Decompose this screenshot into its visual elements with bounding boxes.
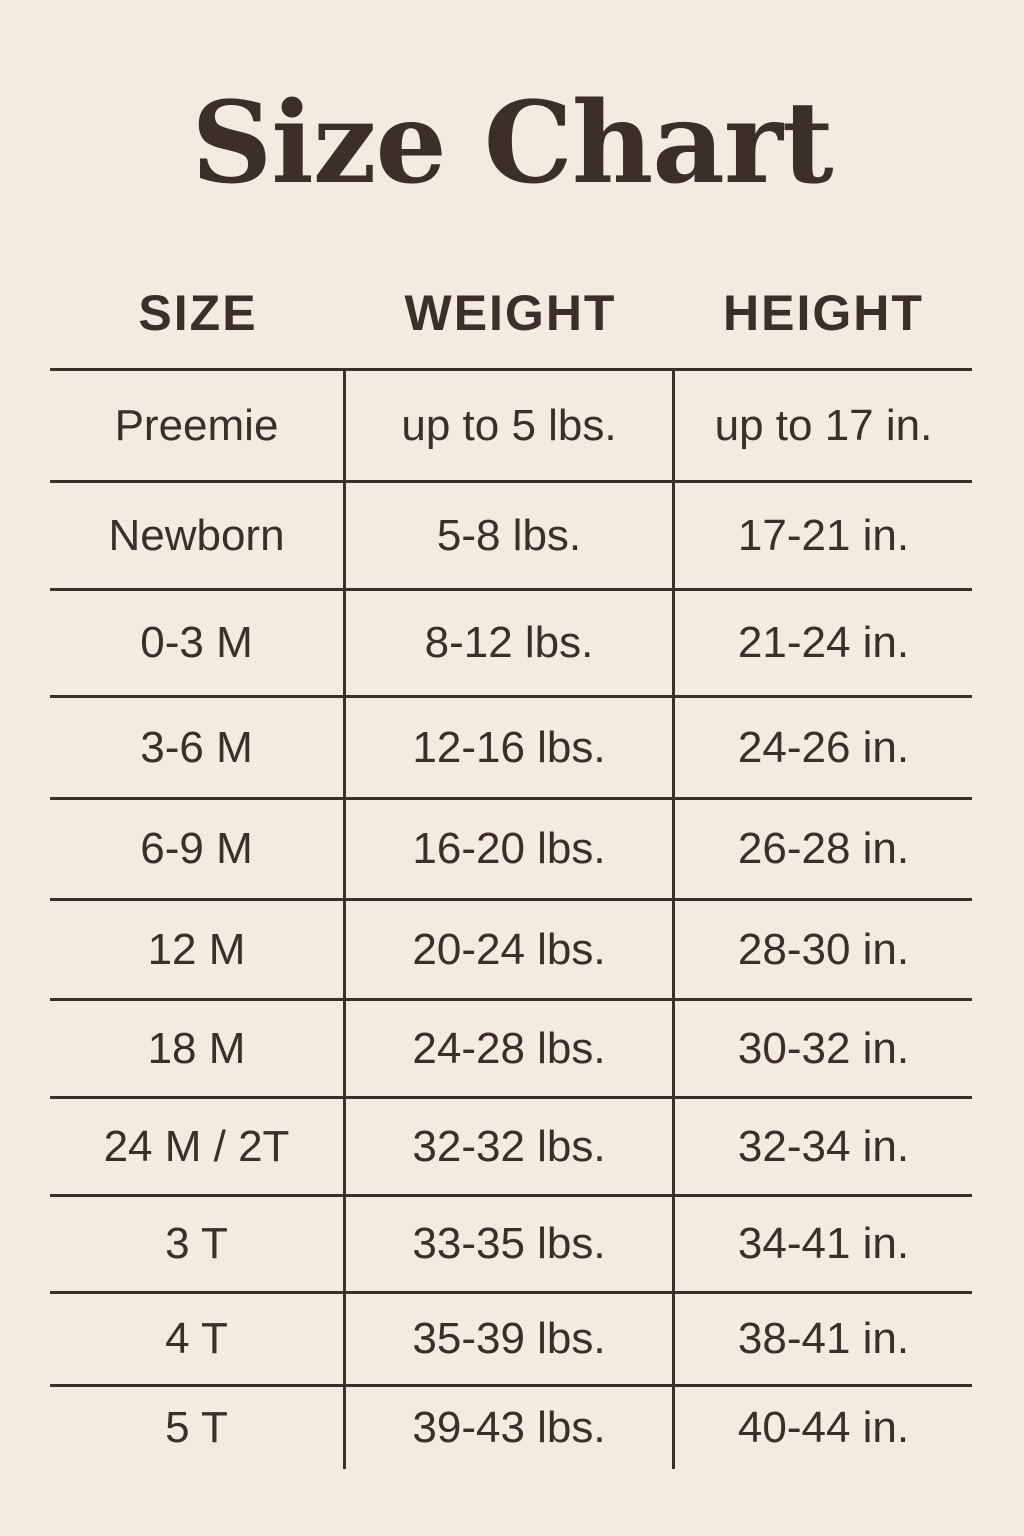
size-cell: 0-3 M xyxy=(50,588,346,695)
height-cell: 21-24 in. xyxy=(675,588,972,695)
height-cell: 26-28 in. xyxy=(675,797,972,898)
header-size: SIZE xyxy=(50,282,346,344)
height-cell: up to 17 in. xyxy=(675,368,972,480)
height-cell: 40-44 in. xyxy=(675,1384,972,1469)
height-cell: 28-30 in. xyxy=(675,898,972,998)
size-table: Preemieup to 5 lbs.up to 17 in. Newborn5-… xyxy=(50,368,972,1470)
weight-cell: 8-12 lbs. xyxy=(346,588,675,695)
size-cell: 3-6 M xyxy=(50,695,346,797)
size-cell: 12 M xyxy=(50,898,346,998)
weight-cell: up to 5 lbs. xyxy=(346,368,675,480)
weight-cell: 32-32 lbs. xyxy=(346,1096,675,1194)
weight-cell: 5-8 lbs. xyxy=(346,480,675,588)
weight-cell: 20-24 lbs. xyxy=(346,898,675,998)
size-cell: 5 T xyxy=(50,1384,346,1469)
height-cell: 32-34 in. xyxy=(675,1096,972,1194)
weight-cell: 12-16 lbs. xyxy=(346,695,675,797)
height-cell: 34-41 in. xyxy=(675,1194,972,1291)
size-cell: 24 M / 2T xyxy=(50,1096,346,1194)
size-cell: Preemie xyxy=(50,368,346,480)
weight-cell: 24-28 lbs. xyxy=(346,998,675,1096)
height-cell: 17-21 in. xyxy=(675,480,972,588)
size-cell: 18 M xyxy=(50,998,346,1096)
page-title: Size Chart xyxy=(0,78,1024,209)
size-cell: 6-9 M xyxy=(50,797,346,898)
weight-cell: 35-39 lbs. xyxy=(346,1291,675,1384)
weight-cell: 39-43 lbs. xyxy=(346,1384,675,1469)
height-cell: 30-32 in. xyxy=(675,998,972,1096)
weight-cell: 16-20 lbs. xyxy=(346,797,675,898)
size-cell: 4 T xyxy=(50,1291,346,1384)
table-header: SIZE WEIGHT HEIGHT xyxy=(50,282,972,344)
height-cell: 38-41 in. xyxy=(675,1291,972,1384)
height-cell: 24-26 in. xyxy=(675,695,972,797)
size-cell: Newborn xyxy=(50,480,346,588)
size-cell: 3 T xyxy=(50,1194,346,1291)
header-weight: WEIGHT xyxy=(346,282,675,344)
weight-cell: 33-35 lbs. xyxy=(346,1194,675,1291)
header-height: HEIGHT xyxy=(675,282,972,344)
